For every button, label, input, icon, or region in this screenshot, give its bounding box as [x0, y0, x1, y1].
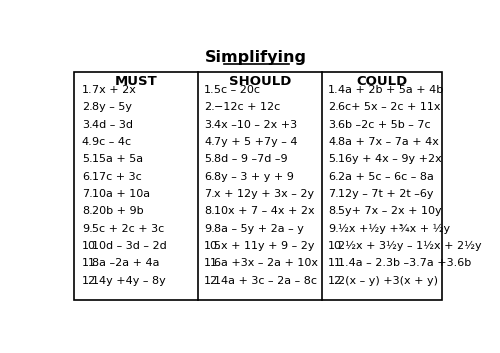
- Text: x + 12y + 3x – 2y: x + 12y + 3x – 2y: [214, 189, 314, 199]
- Text: 6.: 6.: [82, 172, 92, 182]
- Text: 1.: 1.: [204, 85, 215, 95]
- Text: 11.: 11.: [328, 258, 346, 268]
- Text: 8.: 8.: [328, 207, 339, 216]
- Text: 10.: 10.: [328, 241, 346, 251]
- Text: 12.: 12.: [204, 276, 222, 286]
- Bar: [74, 72, 442, 300]
- Text: 14y +4y – 8y: 14y +4y – 8y: [92, 276, 166, 286]
- Text: 1.4a – 2.3b –3.7a +3.6b: 1.4a – 2.3b –3.7a +3.6b: [338, 258, 471, 268]
- Text: Simplifying: Simplifying: [206, 50, 307, 65]
- Text: 20b + 9b: 20b + 9b: [92, 207, 144, 216]
- Text: 5c – 20c: 5c – 20c: [214, 85, 260, 95]
- Text: 10x + 7 – 4x + 2x: 10x + 7 – 4x + 2x: [214, 207, 315, 216]
- Text: 7x + 2x: 7x + 2x: [92, 85, 136, 95]
- Text: MUST: MUST: [115, 75, 158, 88]
- Text: SHOULD: SHOULD: [229, 75, 292, 88]
- Text: 8y – 3 + y + 9: 8y – 3 + y + 9: [214, 172, 294, 182]
- Text: 5y+ 7x – 2x + 10y: 5y+ 7x – 2x + 10y: [338, 207, 442, 216]
- Text: 11.: 11.: [82, 258, 100, 268]
- Text: 11.: 11.: [204, 258, 222, 268]
- Text: ½x +½y +¾x + ½y: ½x +½y +¾x + ½y: [338, 224, 450, 234]
- Text: 7.: 7.: [328, 189, 339, 199]
- Text: 8d – 9 –7d –9: 8d – 9 –7d –9: [214, 154, 288, 164]
- Text: 2(x – y) +3(x + y): 2(x – y) +3(x + y): [338, 276, 438, 286]
- Text: 5.: 5.: [204, 154, 215, 164]
- Text: 2.: 2.: [82, 102, 92, 112]
- Text: 16y + 4x – 9y +2x: 16y + 4x – 9y +2x: [338, 154, 442, 164]
- Text: −12c + 12c: −12c + 12c: [214, 102, 280, 112]
- Text: 9c – 4c: 9c – 4c: [92, 137, 131, 147]
- Text: 6c+ 5x – 2c + 11x: 6c+ 5x – 2c + 11x: [338, 102, 441, 112]
- Text: 5.: 5.: [328, 154, 339, 164]
- Text: 10a + 10a: 10a + 10a: [92, 189, 150, 199]
- Text: 9.: 9.: [204, 224, 215, 234]
- Text: 8.: 8.: [82, 207, 92, 216]
- Text: 2a + 5c – 6c – 8a: 2a + 5c – 6c – 8a: [338, 172, 434, 182]
- Text: 6b –2c + 5b – 7c: 6b –2c + 5b – 7c: [338, 120, 431, 130]
- Text: 2½x + 3½y – 1½x + 2½y: 2½x + 3½y – 1½x + 2½y: [338, 241, 482, 251]
- Text: 2.: 2.: [328, 102, 339, 112]
- Text: 1.: 1.: [328, 85, 339, 95]
- Text: 17c + 3c: 17c + 3c: [92, 172, 142, 182]
- Text: 10.: 10.: [82, 241, 100, 251]
- Text: 8a – 5y + 2a – y: 8a – 5y + 2a – y: [214, 224, 304, 234]
- Text: 12y – 7t + 2t –6y: 12y – 7t + 2t –6y: [338, 189, 434, 199]
- Text: 15a + 5a: 15a + 5a: [92, 154, 143, 164]
- Text: 8a + 7x – 7a + 4x: 8a + 7x – 7a + 4x: [338, 137, 440, 147]
- Text: 7.: 7.: [204, 189, 215, 199]
- Text: 4.: 4.: [328, 137, 339, 147]
- Text: COULD: COULD: [356, 75, 408, 88]
- Text: 9.: 9.: [82, 224, 92, 234]
- Text: 10.: 10.: [204, 241, 222, 251]
- Text: 7y + 5 +7y – 4: 7y + 5 +7y – 4: [214, 137, 298, 147]
- Text: 12.: 12.: [82, 276, 100, 286]
- Text: 12.: 12.: [328, 276, 346, 286]
- Text: 4.: 4.: [204, 137, 215, 147]
- Text: 3.: 3.: [328, 120, 339, 130]
- Text: 4d – 3d: 4d – 3d: [92, 120, 133, 130]
- Text: 9.: 9.: [328, 224, 339, 234]
- Text: 1.: 1.: [82, 85, 92, 95]
- Text: 8a –2a + 4a: 8a –2a + 4a: [92, 258, 160, 268]
- Text: 3.: 3.: [82, 120, 92, 130]
- Text: 8y – 5y: 8y – 5y: [92, 102, 132, 112]
- Text: 5.: 5.: [82, 154, 92, 164]
- Text: 5c + 2c + 3c: 5c + 2c + 3c: [92, 224, 164, 234]
- Text: 3.: 3.: [204, 120, 215, 130]
- Text: 2.: 2.: [204, 102, 215, 112]
- Text: 6.: 6.: [204, 172, 215, 182]
- Text: 4x –10 – 2x +3: 4x –10 – 2x +3: [214, 120, 298, 130]
- Text: 5x + 11y + 9 – 2y: 5x + 11y + 9 – 2y: [214, 241, 315, 251]
- Text: 4.: 4.: [82, 137, 92, 147]
- Text: 8.: 8.: [204, 207, 215, 216]
- Text: 4a + 2b + 5a + 4b: 4a + 2b + 5a + 4b: [338, 85, 444, 95]
- Text: 6a +3x – 2a + 10x: 6a +3x – 2a + 10x: [214, 258, 318, 268]
- Text: 6.: 6.: [328, 172, 339, 182]
- Text: 10d – 3d – 2d: 10d – 3d – 2d: [92, 241, 166, 251]
- Text: 14a + 3c – 2a – 8c: 14a + 3c – 2a – 8c: [214, 276, 318, 286]
- Text: 7.: 7.: [82, 189, 92, 199]
